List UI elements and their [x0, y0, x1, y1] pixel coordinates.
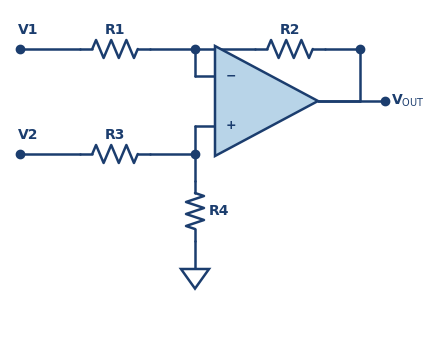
- Text: +: +: [225, 119, 236, 132]
- Text: −: −: [225, 70, 236, 83]
- Text: R2: R2: [279, 23, 299, 37]
- Text: V$_{\mathsf{OUT}}$: V$_{\mathsf{OUT}}$: [390, 93, 424, 109]
- Text: R3: R3: [105, 128, 125, 142]
- Text: V2: V2: [18, 128, 39, 142]
- Polygon shape: [181, 269, 208, 289]
- Text: R4: R4: [208, 204, 229, 218]
- Text: V1: V1: [18, 23, 39, 37]
- Polygon shape: [214, 46, 317, 156]
- Text: R1: R1: [105, 23, 125, 37]
